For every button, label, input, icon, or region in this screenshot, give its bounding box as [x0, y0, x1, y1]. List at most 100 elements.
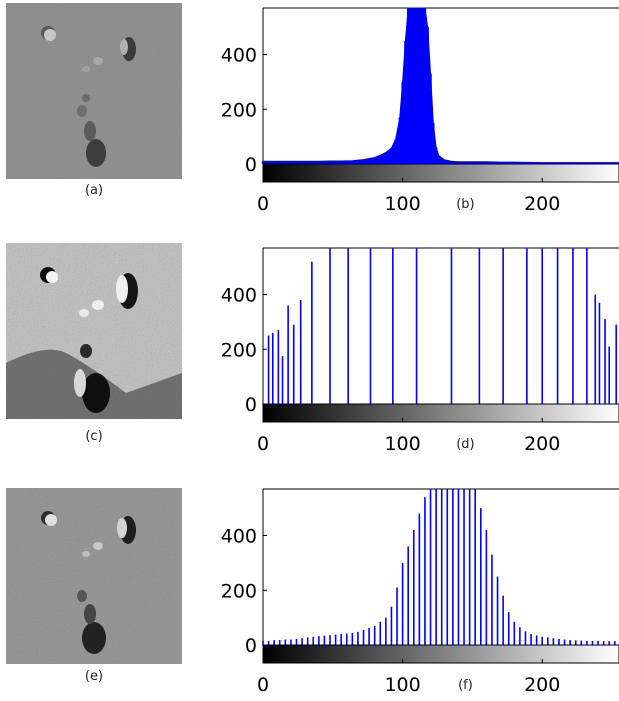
histogram-bar: [556, 248, 559, 404]
histogram-bar: [312, 636, 315, 645]
histogram-bar: [563, 639, 566, 645]
image-c-equalized: [6, 243, 182, 419]
histogram-bar: [362, 629, 365, 645]
histogram-bar: [507, 612, 510, 645]
histogram-bar: [519, 627, 521, 645]
image-e-enhanced: [6, 488, 182, 664]
histogram-bar: [524, 631, 527, 645]
histogram-bar: [301, 638, 303, 645]
image-a-original: [6, 3, 182, 179]
histogram-bar: [541, 248, 544, 404]
histogram-bar: [424, 497, 426, 645]
histogram-bar: [281, 356, 284, 404]
histogram-bar: [379, 621, 382, 645]
histogram-bar: [277, 330, 280, 404]
histogram-d: 0 200 400 0 100 200 (d): [205, 240, 619, 460]
histogram-bar: [347, 248, 349, 404]
histogram-bar: [295, 638, 298, 645]
histogram-bar: [485, 530, 488, 645]
histogram-bar: [474, 489, 477, 645]
histogram-bar: [390, 606, 393, 645]
histogram-bar: [396, 587, 398, 645]
x-tick-label: 0: [257, 193, 269, 215]
histogram-bar: [552, 638, 555, 645]
panel-label: (b): [456, 197, 474, 212]
histogram-bar: [323, 635, 326, 645]
histogram-bar: [491, 554, 493, 645]
histogram-bar: [457, 489, 460, 645]
histogram-bar: [369, 248, 372, 404]
histogram-bar: [345, 633, 348, 645]
histogram-bar: [278, 640, 281, 645]
x-tick-label: 100: [384, 193, 420, 215]
x-tick-label: 200: [524, 433, 560, 455]
histogram-bar: [435, 489, 437, 645]
x-tick-label: 0: [257, 674, 269, 696]
histogram-bar: [597, 640, 599, 645]
histogram-bar: [586, 248, 588, 404]
histogram-bar: [385, 617, 387, 645]
histogram-bar: [440, 489, 443, 645]
x-tick-label: 100: [384, 674, 420, 696]
histogram-bar: [306, 637, 309, 645]
histogram-bar: [318, 636, 320, 645]
histogram-bar: [334, 634, 337, 645]
histogram-bar: [598, 302, 601, 404]
y-tick-label: 200: [221, 580, 257, 602]
histogram-bar: [502, 248, 504, 404]
histogram-bar: [340, 634, 342, 645]
caption-e: (e): [84, 669, 104, 684]
histogram-bar: [602, 641, 605, 645]
histogram-bar: [329, 635, 331, 645]
histogram-bar: [368, 628, 370, 645]
histogram-bar: [287, 305, 289, 404]
histogram-bar: [299, 300, 302, 404]
grayscale-colorbar: [262, 163, 619, 183]
histogram-bar: [311, 261, 313, 404]
histogram-bar: [496, 576, 499, 645]
grayscale-colorbar: [262, 403, 619, 423]
histogram-bar: [615, 324, 618, 404]
y-tick-label: 200: [221, 339, 257, 361]
histogram-area: [262, 7, 619, 165]
x-tick-label: 200: [524, 674, 560, 696]
histogram-bar: [392, 248, 394, 404]
grayscale-colorbar: [262, 644, 619, 664]
y-tick-label: 400: [221, 45, 257, 67]
histogram-d-svg: 0 200 400 0 100 200 (d): [221, 247, 619, 455]
y-tick-label: 0: [245, 154, 257, 176]
histogram-bar: [541, 636, 544, 645]
histogram-bar: [526, 248, 528, 404]
histogram-bar: [478, 248, 481, 404]
histogram-bar: [446, 489, 449, 645]
histogram-bar: [463, 489, 465, 645]
histogram-bar: [273, 640, 275, 645]
histogram-bar: [468, 489, 471, 645]
y-tick-label: 200: [221, 99, 257, 121]
histogram-bar: [401, 562, 404, 645]
histogram-bar: [608, 641, 611, 645]
x-tick-label: 200: [524, 193, 560, 215]
histogram-bar: [591, 640, 594, 645]
caption-c: (c): [85, 429, 103, 444]
histogram-bar: [604, 319, 606, 404]
y-tick-label: 400: [221, 285, 257, 307]
histogram-bar: [415, 248, 418, 404]
histogram-bar: [407, 546, 409, 645]
x-tick-label: 0: [257, 433, 269, 455]
histogram-b: 0 200 400 0 100 200 (b): [205, 0, 619, 220]
histogram-bar: [262, 640, 264, 645]
y-tick-label: 400: [221, 526, 257, 548]
histogram-bar: [357, 631, 359, 645]
panel-label: (f): [458, 678, 473, 693]
histogram-bar: [351, 632, 354, 645]
histogram-bar: [502, 595, 504, 645]
x-tick-label: 100: [384, 433, 420, 455]
histogram-bar: [450, 248, 453, 404]
histogram-bar: [530, 634, 532, 645]
histogram-bar: [329, 248, 331, 404]
histogram-bar: [580, 640, 583, 645]
histogram-bar: [479, 508, 482, 645]
histogram-bar: [429, 489, 432, 645]
histogram-bar: [284, 639, 287, 645]
